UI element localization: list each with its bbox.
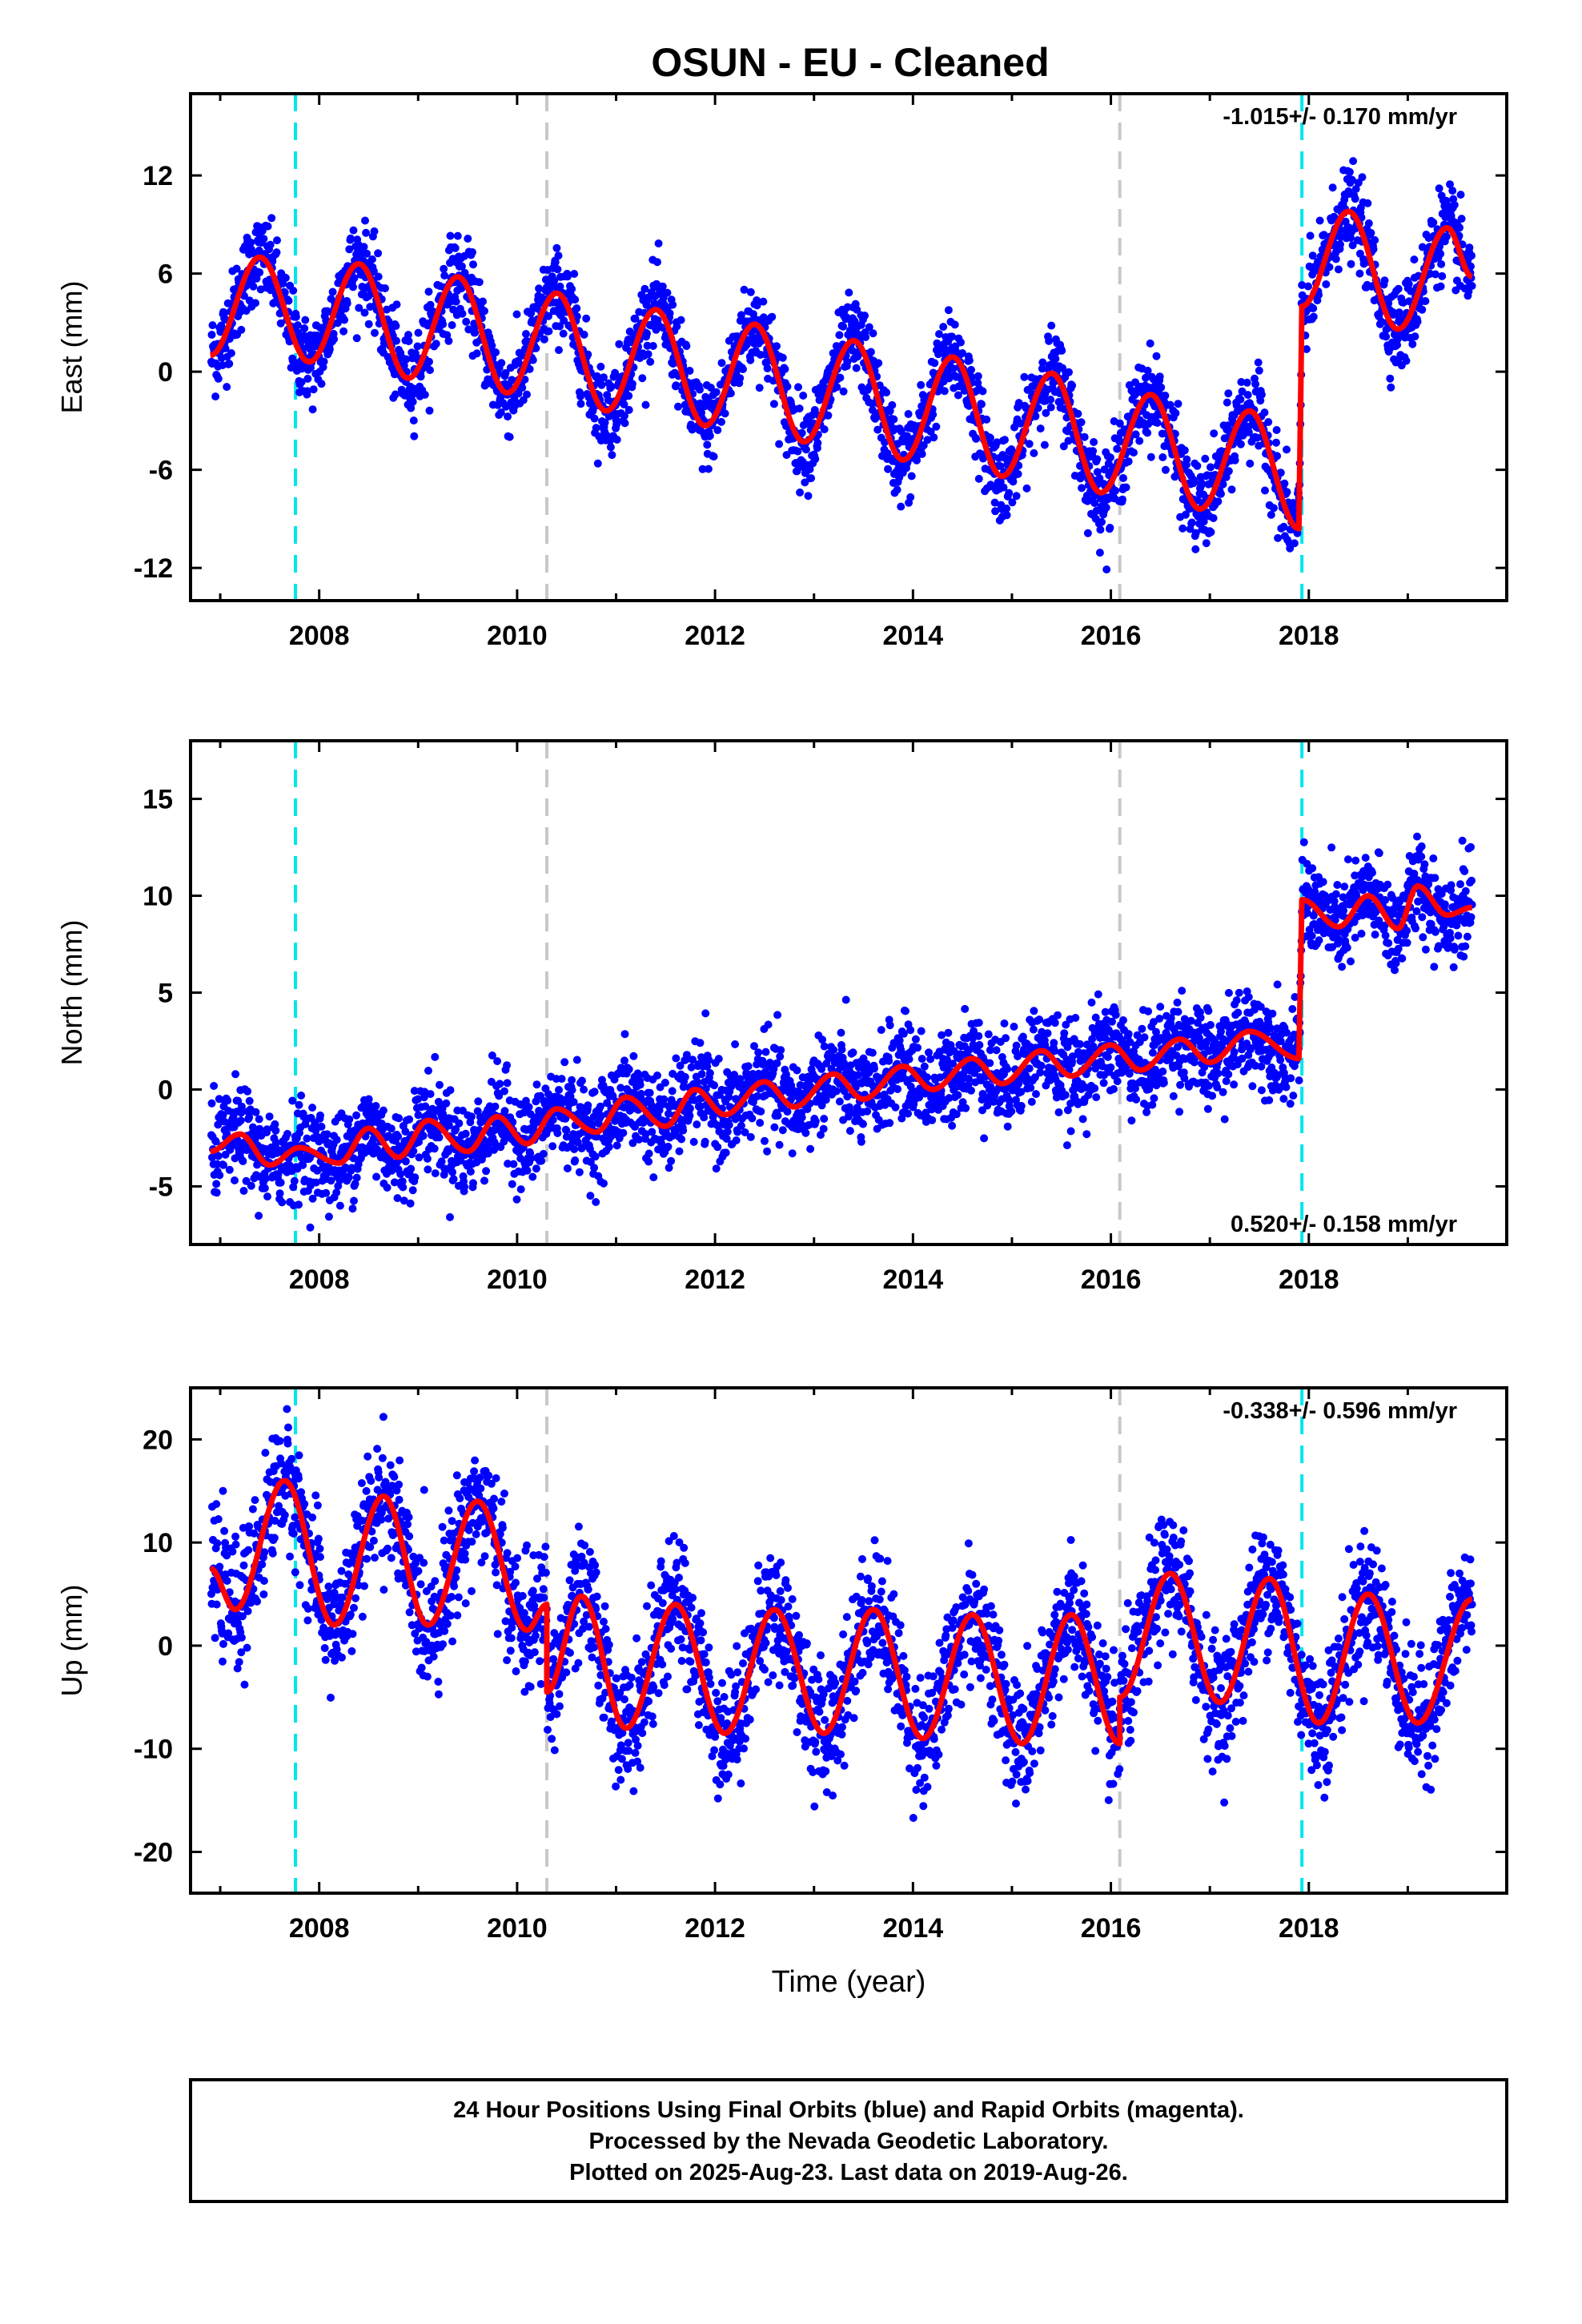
footer-line-2: Processed by the Nevada Geodetic Laborat… — [589, 2129, 1109, 2154]
up-ytick-label: 10 — [143, 1528, 173, 1558]
north-xtick-label: 2016 — [1081, 1265, 1142, 1295]
east-ytick-label: 6 — [158, 259, 173, 290]
up-xtick-label: 2014 — [883, 1913, 944, 1944]
up-ytick-label: 0 — [158, 1631, 173, 1662]
east-position-points — [207, 157, 1476, 574]
east-ytick-label: 0 — [158, 357, 173, 388]
up-xtick-label: 2016 — [1081, 1913, 1142, 1944]
north-position-points — [207, 832, 1476, 1232]
east-ytick-label: -6 — [149, 456, 173, 486]
up-xtick-label: 2008 — [289, 1913, 350, 1944]
east-plot-area — [207, 94, 1476, 601]
east-axis-label: East (mm) — [55, 281, 88, 414]
north-ytick-label: 5 — [158, 979, 173, 1009]
up-xtick-label: 2010 — [487, 1913, 548, 1944]
north-ytick-label: 0 — [158, 1075, 173, 1105]
north-panel: 2008 2010 2012 2014 2016 2018 -5 0 5 10 15 North (m… — [55, 739, 1508, 1295]
up-model-line — [209, 1478, 1474, 1747]
up-panel: 2008 2010 2012 2014 2016 2018 -20 -10 0 10 20 Up (m… — [55, 1386, 1508, 1999]
up-ytick-label: -20 — [134, 1837, 173, 1868]
north-ytick-label: 10 — [143, 882, 173, 912]
north-model-line — [209, 883, 1474, 1168]
east-xtick-label: 2016 — [1081, 621, 1142, 651]
north-axis-label: North (mm) — [55, 920, 88, 1066]
east-xtick-label: 2012 — [685, 621, 745, 651]
east-frame — [189, 92, 1508, 602]
north-xtick-label: 2014 — [883, 1265, 944, 1295]
time-axis-label: Time (year) — [772, 1965, 926, 1999]
north-xtick-label: 2008 — [289, 1265, 350, 1295]
north-rate-label: 0.520+/- 0.158 mm/yr — [1231, 1212, 1457, 1237]
up-plot-area — [207, 1388, 1476, 1893]
up-xtick-label: 2012 — [685, 1913, 745, 1944]
east-xtick-label: 2008 — [289, 621, 350, 651]
footer-line-3: Plotted on 2025-Aug-23. Last data on 201… — [569, 2160, 1128, 2185]
east-xtick-label: 2014 — [883, 621, 944, 651]
north-xtick-label: 2012 — [685, 1265, 745, 1295]
east-xtick-label: 2018 — [1279, 621, 1339, 651]
east-rate-label: -1.015+/- 0.170 mm/yr — [1223, 104, 1457, 130]
chart-title: OSUN - EU - Cleaned — [651, 40, 1049, 85]
east-xtick-label: 2010 — [487, 621, 548, 651]
east-ytick-label: 12 — [143, 161, 173, 191]
east-ytick-label: -12 — [134, 553, 173, 584]
up-ytick-label: 20 — [143, 1425, 173, 1455]
north-plot-area — [207, 741, 1476, 1244]
north-ytick-label: -5 — [149, 1172, 173, 1202]
up-ytick-label: -10 — [134, 1735, 173, 1765]
up-frame — [189, 1386, 1508, 1895]
east-model-line — [209, 208, 1474, 532]
footer-box: 24 Hour Positions Using Final Orbits (bl… — [189, 2078, 1508, 2203]
north-xtick-label: 2010 — [487, 1265, 548, 1295]
up-xtick-label: 2018 — [1279, 1913, 1339, 1944]
footer-line-1: 24 Hour Positions Using Final Orbits (bl… — [453, 2097, 1244, 2123]
east-panel: 2008 2010 2012 2014 2016 2018 -12 -6 0 6 12 East (m… — [55, 92, 1508, 651]
north-ytick-label: 15 — [143, 785, 173, 815]
up-axis-label: Up (mm) — [55, 1585, 88, 1697]
up-rate-label: -0.338+/- 0.596 mm/yr — [1223, 1398, 1457, 1424]
north-xtick-label: 2018 — [1279, 1265, 1339, 1295]
